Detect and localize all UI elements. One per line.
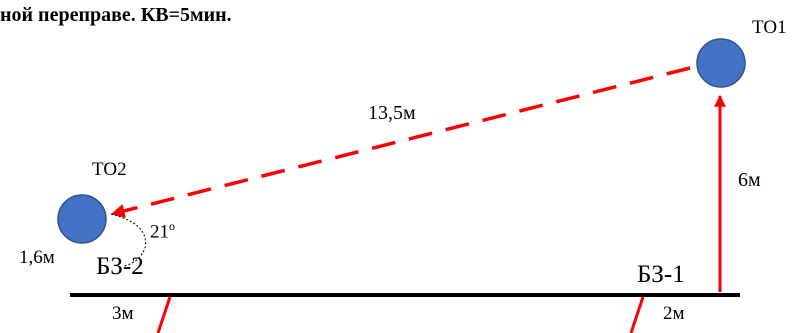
diagonal-length-label: 13,5м: [368, 102, 416, 124]
bz2-label: БЗ-2: [96, 253, 144, 280]
heading-text: ной переправе. КВ=5мин.: [0, 4, 232, 26]
to1-label: ТО1: [752, 17, 787, 38]
diagonal-dashed-arrow: [110, 66, 691, 218]
angle-degree-sign: о: [169, 219, 175, 233]
bz1-label: БЗ-1: [637, 261, 685, 288]
angle-arc: [110, 213, 147, 267]
to2-circle: [57, 194, 107, 244]
angle-label: 21о: [150, 220, 175, 241]
bz2-width-label: 3м: [112, 303, 134, 324]
to2-label: ТО2: [92, 159, 127, 180]
bz2-tick: [156, 296, 172, 333]
to2-offset-label: 1,6м: [19, 247, 55, 268]
vertical-length-label: 6м: [738, 169, 761, 191]
bz1-tick: [629, 296, 645, 333]
to1-circle: [696, 38, 746, 88]
angle-value: 21: [150, 221, 169, 243]
bz1-width-label: 2м: [663, 303, 685, 324]
